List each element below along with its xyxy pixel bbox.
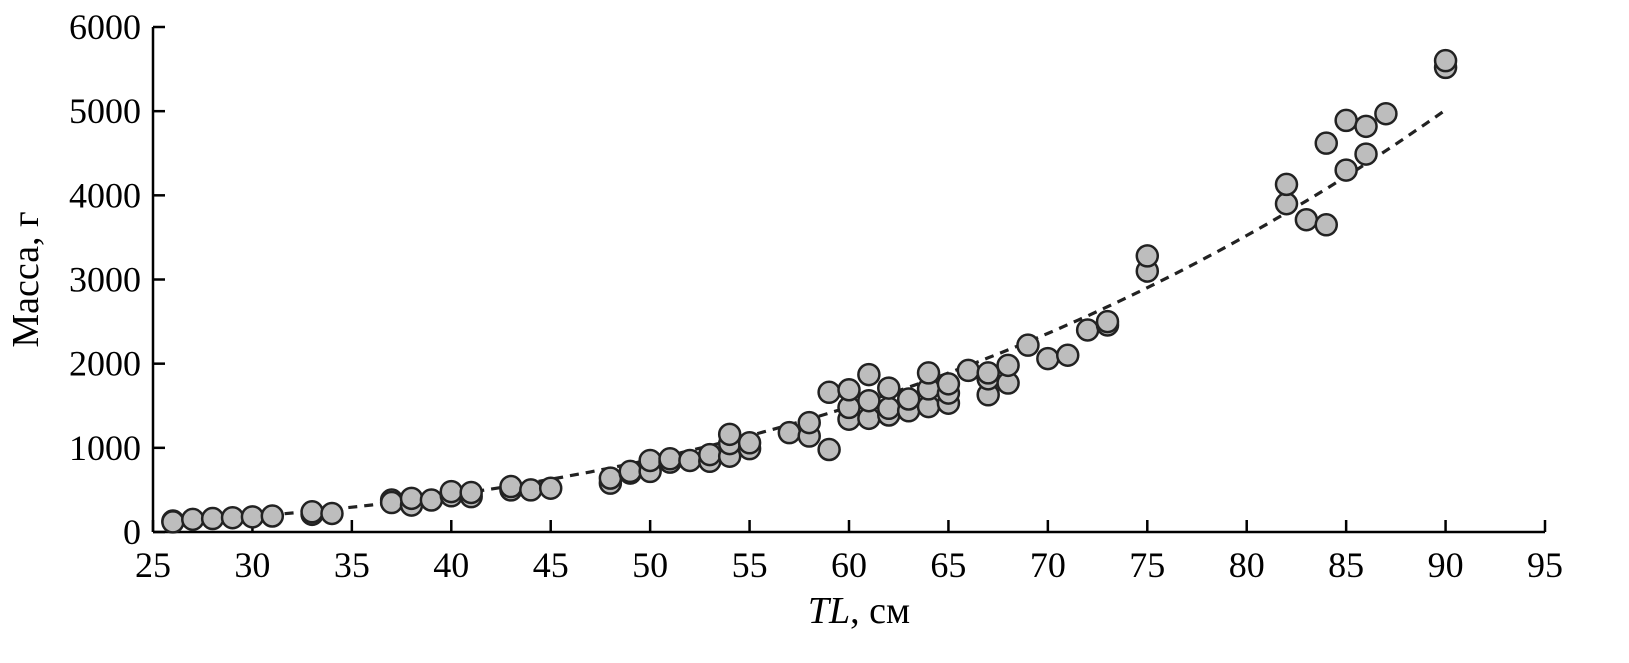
x-tick-label: 60 xyxy=(831,545,867,585)
data-point xyxy=(598,466,623,490)
data-point xyxy=(857,388,881,413)
x-tick-label: 55 xyxy=(732,545,768,585)
data-point xyxy=(538,476,563,500)
data-point xyxy=(1314,213,1339,237)
data-point xyxy=(499,474,523,499)
data-point xyxy=(936,372,961,396)
y-tick-label: 6000 xyxy=(69,7,141,47)
y-tick-label: 0 xyxy=(123,512,141,552)
x-tick-label: 65 xyxy=(930,545,966,585)
data-point xyxy=(1036,346,1060,371)
x-tick-label: 40 xyxy=(433,545,469,585)
y-tick-label: 1000 xyxy=(69,428,141,468)
data-point xyxy=(300,500,324,524)
data-point xyxy=(1095,309,1120,334)
data-point xyxy=(260,504,285,528)
data-point xyxy=(1274,192,1299,216)
y-tick-label: 5000 xyxy=(69,91,141,131)
data-point xyxy=(996,353,1020,378)
axes: 25 30 35 40 45 50 55 60 65 70 75 80 85 90 95 0 1000 2000… xyxy=(69,7,1563,585)
data-point xyxy=(1334,158,1358,182)
x-axis-title: TL, см xyxy=(808,590,910,632)
data-point xyxy=(877,376,901,400)
data-point xyxy=(1354,142,1378,166)
data-point xyxy=(1055,343,1080,367)
data-point xyxy=(399,486,424,511)
x-tick-label: 50 xyxy=(632,545,668,585)
data-point xyxy=(1374,101,1398,126)
data-point xyxy=(220,505,245,530)
data-point xyxy=(1274,172,1299,197)
data-point xyxy=(240,505,265,529)
data-point xyxy=(817,437,841,462)
data-point xyxy=(439,479,464,504)
data-point xyxy=(200,506,225,531)
y-tick-label: 3000 xyxy=(69,260,141,300)
x-axis-title-unit: , см xyxy=(850,590,910,632)
y-axis-title: Масса, г xyxy=(5,211,47,347)
y-tick-label: 2000 xyxy=(69,344,141,384)
data-point xyxy=(976,361,1000,385)
x-axis-title-italic: TL xyxy=(808,590,850,632)
data-point xyxy=(320,501,344,526)
data-point xyxy=(797,410,821,435)
x-tick-label: 30 xyxy=(234,545,270,585)
x-tick-label: 90 xyxy=(1428,545,1464,585)
data-point xyxy=(459,480,483,505)
data-point xyxy=(717,422,742,447)
data-point xyxy=(777,420,802,445)
x-ticks: 25 30 35 40 45 50 55 60 65 70 75 80 85 90 95 xyxy=(135,520,1563,585)
y-tick-label: 4000 xyxy=(69,175,141,215)
data-point xyxy=(678,448,702,473)
data-point xyxy=(161,510,185,534)
data-point xyxy=(181,507,205,532)
x-tick-label: 35 xyxy=(334,545,370,585)
data-point xyxy=(618,459,643,484)
data-point xyxy=(956,358,981,383)
data-point xyxy=(419,488,444,512)
x-tick-label: 85 xyxy=(1328,545,1364,585)
trendline xyxy=(172,108,1447,524)
data-point xyxy=(638,448,662,473)
x-tick-label: 25 xyxy=(135,545,171,585)
data-point xyxy=(379,490,404,515)
data-point xyxy=(737,431,762,455)
data-point xyxy=(817,380,841,405)
data-point xyxy=(1075,318,1100,342)
data-point xyxy=(837,378,861,402)
data-point xyxy=(1314,131,1339,155)
data-point xyxy=(877,396,901,421)
data-point xyxy=(519,478,543,502)
data-point xyxy=(658,447,682,471)
data-point xyxy=(1433,48,1458,73)
data-point xyxy=(1135,244,1160,268)
data-point xyxy=(698,442,722,467)
y-ticks: 0 1000 2000 3000 4000 5000 6000 xyxy=(69,7,165,552)
data-point xyxy=(857,362,881,387)
data-point xyxy=(1016,333,1040,357)
data-point xyxy=(1354,114,1378,139)
data-point xyxy=(1294,207,1319,232)
data-point xyxy=(896,387,921,411)
data-point xyxy=(1334,108,1358,133)
x-tick-label: 80 xyxy=(1229,545,1265,585)
x-tick-label: 95 xyxy=(1527,545,1563,585)
x-tick-label: 45 xyxy=(533,545,569,585)
x-tick-label: 75 xyxy=(1129,545,1165,585)
data-point xyxy=(916,361,941,385)
data-points xyxy=(161,48,1458,534)
x-tick-label: 70 xyxy=(1030,545,1066,585)
